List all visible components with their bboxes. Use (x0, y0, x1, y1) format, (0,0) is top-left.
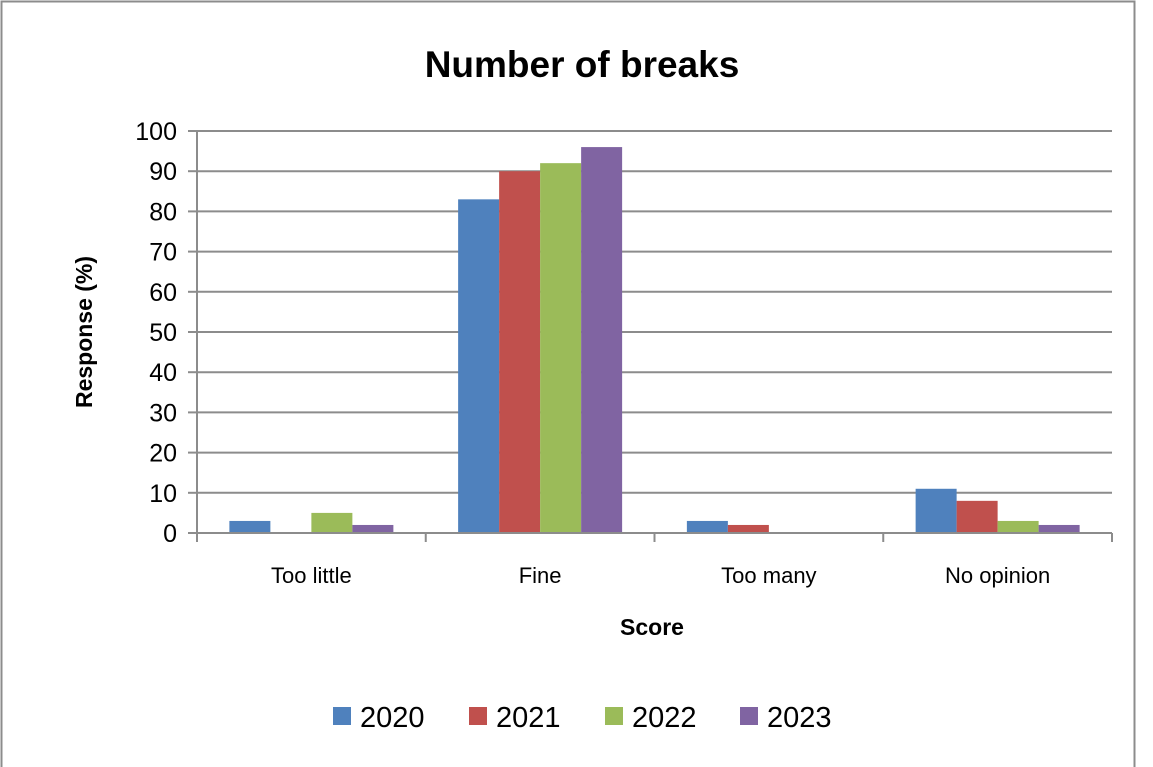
x-category-label: Too little (271, 563, 352, 588)
x-category-label: No opinion (945, 563, 1050, 588)
bar-2022-no-opinion (997, 520, 1039, 533)
bar-2021-fine (499, 171, 541, 533)
legend-swatch (333, 707, 351, 725)
bar-2022-too-little (311, 512, 353, 533)
bar-2021-no-opinion (956, 500, 998, 533)
bar-2021-too-many (727, 524, 769, 533)
legend-label: 2020 (360, 702, 425, 734)
legend-swatch (469, 707, 487, 725)
y-tick-label: 60 (149, 279, 177, 307)
y-tick-label: 0 (163, 520, 177, 548)
bar-2020-too-many (686, 520, 728, 533)
bar-2023-no-opinion (1038, 524, 1080, 533)
y-tick-label: 40 (149, 359, 177, 387)
legend-label: 2023 (767, 702, 832, 734)
chart-title: Number of breaks (425, 44, 740, 85)
y-tick-label: 50 (149, 319, 177, 347)
x-axis-title: Score (620, 614, 684, 640)
legend-swatch (740, 707, 758, 725)
bar-2020-no-opinion (915, 488, 957, 533)
bar-2020-fine (458, 199, 500, 533)
bar-2023-fine (581, 147, 623, 533)
y-tick-label: 90 (149, 158, 177, 186)
axes (196, 131, 1113, 542)
x-category-label: Too many (721, 563, 816, 588)
x-axis-categories: Too little Fine Too many No opinion (271, 563, 1050, 588)
y-tick-label: 70 (149, 239, 177, 267)
y-tick-label: 20 (149, 440, 177, 468)
bar-2020-too-little (229, 520, 271, 533)
legend-swatch (605, 707, 623, 725)
gridlines (197, 130, 1112, 494)
y-tick-label: 30 (149, 399, 177, 427)
y-tick-label: 80 (149, 198, 177, 226)
legend: 2020 2021 2022 2023 (333, 702, 832, 734)
y-tick-label: 100 (135, 118, 177, 146)
x-category-label: Fine (519, 563, 562, 588)
y-axis-title: Response (%) (71, 256, 97, 408)
y-axis-ticks: 0 10 20 30 40 50 60 70 80 90 100 (135, 118, 197, 548)
bar-2023-too-little (352, 524, 394, 533)
legend-label: 2021 (496, 702, 561, 734)
bars (229, 147, 1080, 533)
legend-label: 2022 (632, 702, 697, 734)
y-tick-label: 10 (149, 480, 177, 508)
bar-2022-fine (540, 163, 582, 533)
